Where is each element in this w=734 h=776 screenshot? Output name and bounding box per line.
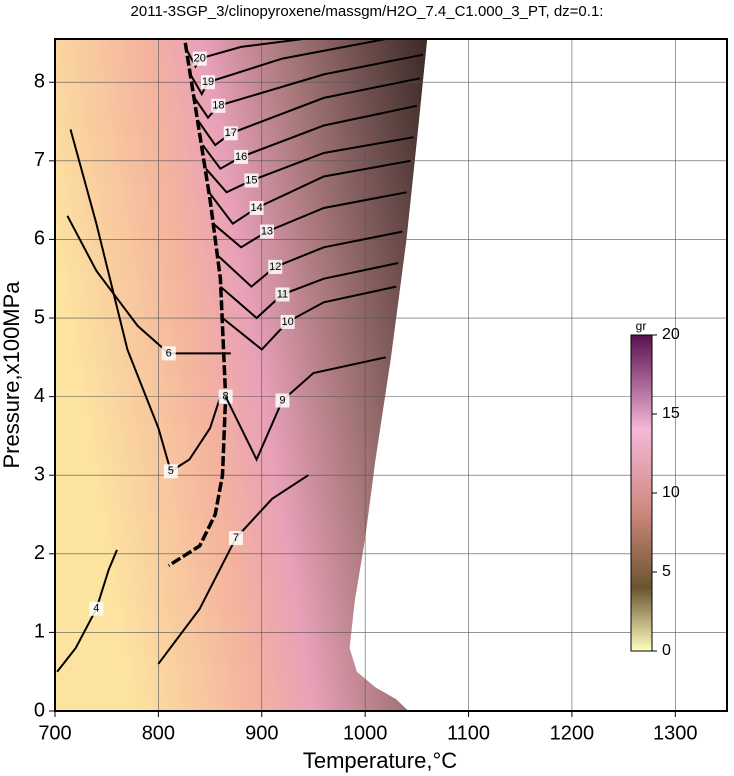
contour-label-bg — [161, 346, 176, 361]
contour-label: 8 — [223, 391, 229, 403]
contour-label: 12 — [269, 261, 281, 273]
x-tick-label: 800 — [142, 722, 175, 744]
contour-label: 19 — [202, 76, 214, 88]
x-tick-label: 1100 — [447, 722, 490, 744]
contour-label-bg — [244, 173, 259, 188]
field — [55, 39, 428, 711]
y-tick-label: 3 — [34, 463, 45, 485]
contour-label-bg — [234, 149, 249, 164]
x-tick-label: 700 — [38, 722, 71, 744]
contour-label-bg — [192, 51, 207, 66]
contour-label-bg — [228, 531, 243, 546]
colorbar-label: gr — [636, 319, 647, 333]
y-axis-label: Pressure,x100MPa — [0, 281, 24, 469]
y-tick-label: 2 — [34, 542, 45, 564]
colorbar-tick-label: 5 — [662, 563, 671, 580]
colorbar-tick-label: 20 — [662, 326, 680, 343]
contour-label: 13 — [261, 225, 273, 237]
plot-frame — [54, 38, 728, 712]
contour-label: 4 — [93, 603, 99, 615]
contour-label-bg — [249, 200, 264, 215]
colorbar-tick-label: 10 — [662, 484, 680, 501]
contour-label: 11 — [277, 288, 288, 300]
contour-label-bg — [280, 314, 295, 329]
x-tick-label: 1200 — [550, 722, 595, 744]
contour-label-bg — [89, 601, 104, 616]
colorbar-tick-label: 0 — [662, 642, 671, 659]
contour-label-bg — [275, 393, 290, 408]
y-tick-label: 7 — [34, 149, 45, 171]
y-tick-label: 0 — [34, 699, 45, 721]
contour-label: 5 — [168, 465, 174, 477]
x-tick-label: 1300 — [653, 722, 698, 744]
contour-label: 18 — [212, 100, 224, 112]
contour-label-bg — [275, 287, 290, 302]
contour-label-bg — [163, 464, 178, 479]
x-tick-label: 900 — [245, 722, 278, 744]
contour-label-bg — [223, 126, 238, 141]
contour-line — [69, 129, 222, 473]
contour-label-bg — [268, 259, 283, 274]
contour-label: 7 — [233, 532, 239, 544]
contour-label-bg — [259, 224, 274, 239]
x-axis-label: Temperature,°C — [303, 748, 457, 773]
contour-label: 10 — [281, 316, 293, 328]
chart-title: 2011-3SGP_3/clinopyroxene/massgm/H2O_7.4… — [131, 3, 604, 20]
y-tick-label: 1 — [34, 621, 45, 643]
y-tick-label: 5 — [34, 306, 45, 328]
contour-label-bg — [201, 75, 216, 90]
y-tick-label: 6 — [34, 228, 45, 250]
y-tick-label: 8 — [34, 71, 45, 93]
contour-label: 9 — [279, 394, 285, 406]
contour-label: 6 — [166, 347, 172, 359]
colorbar — [630, 334, 653, 652]
x-tick-label: 1000 — [343, 722, 388, 744]
contour-label: 16 — [235, 151, 247, 163]
y-tick-label: 4 — [34, 385, 45, 407]
colorbar-tick-label: 15 — [662, 405, 680, 422]
contour-label: 15 — [245, 174, 257, 186]
contour-label: 14 — [250, 202, 262, 214]
contour-label: 20 — [194, 53, 206, 65]
contour-label-bg — [211, 98, 226, 113]
contour-label: 17 — [225, 127, 237, 139]
